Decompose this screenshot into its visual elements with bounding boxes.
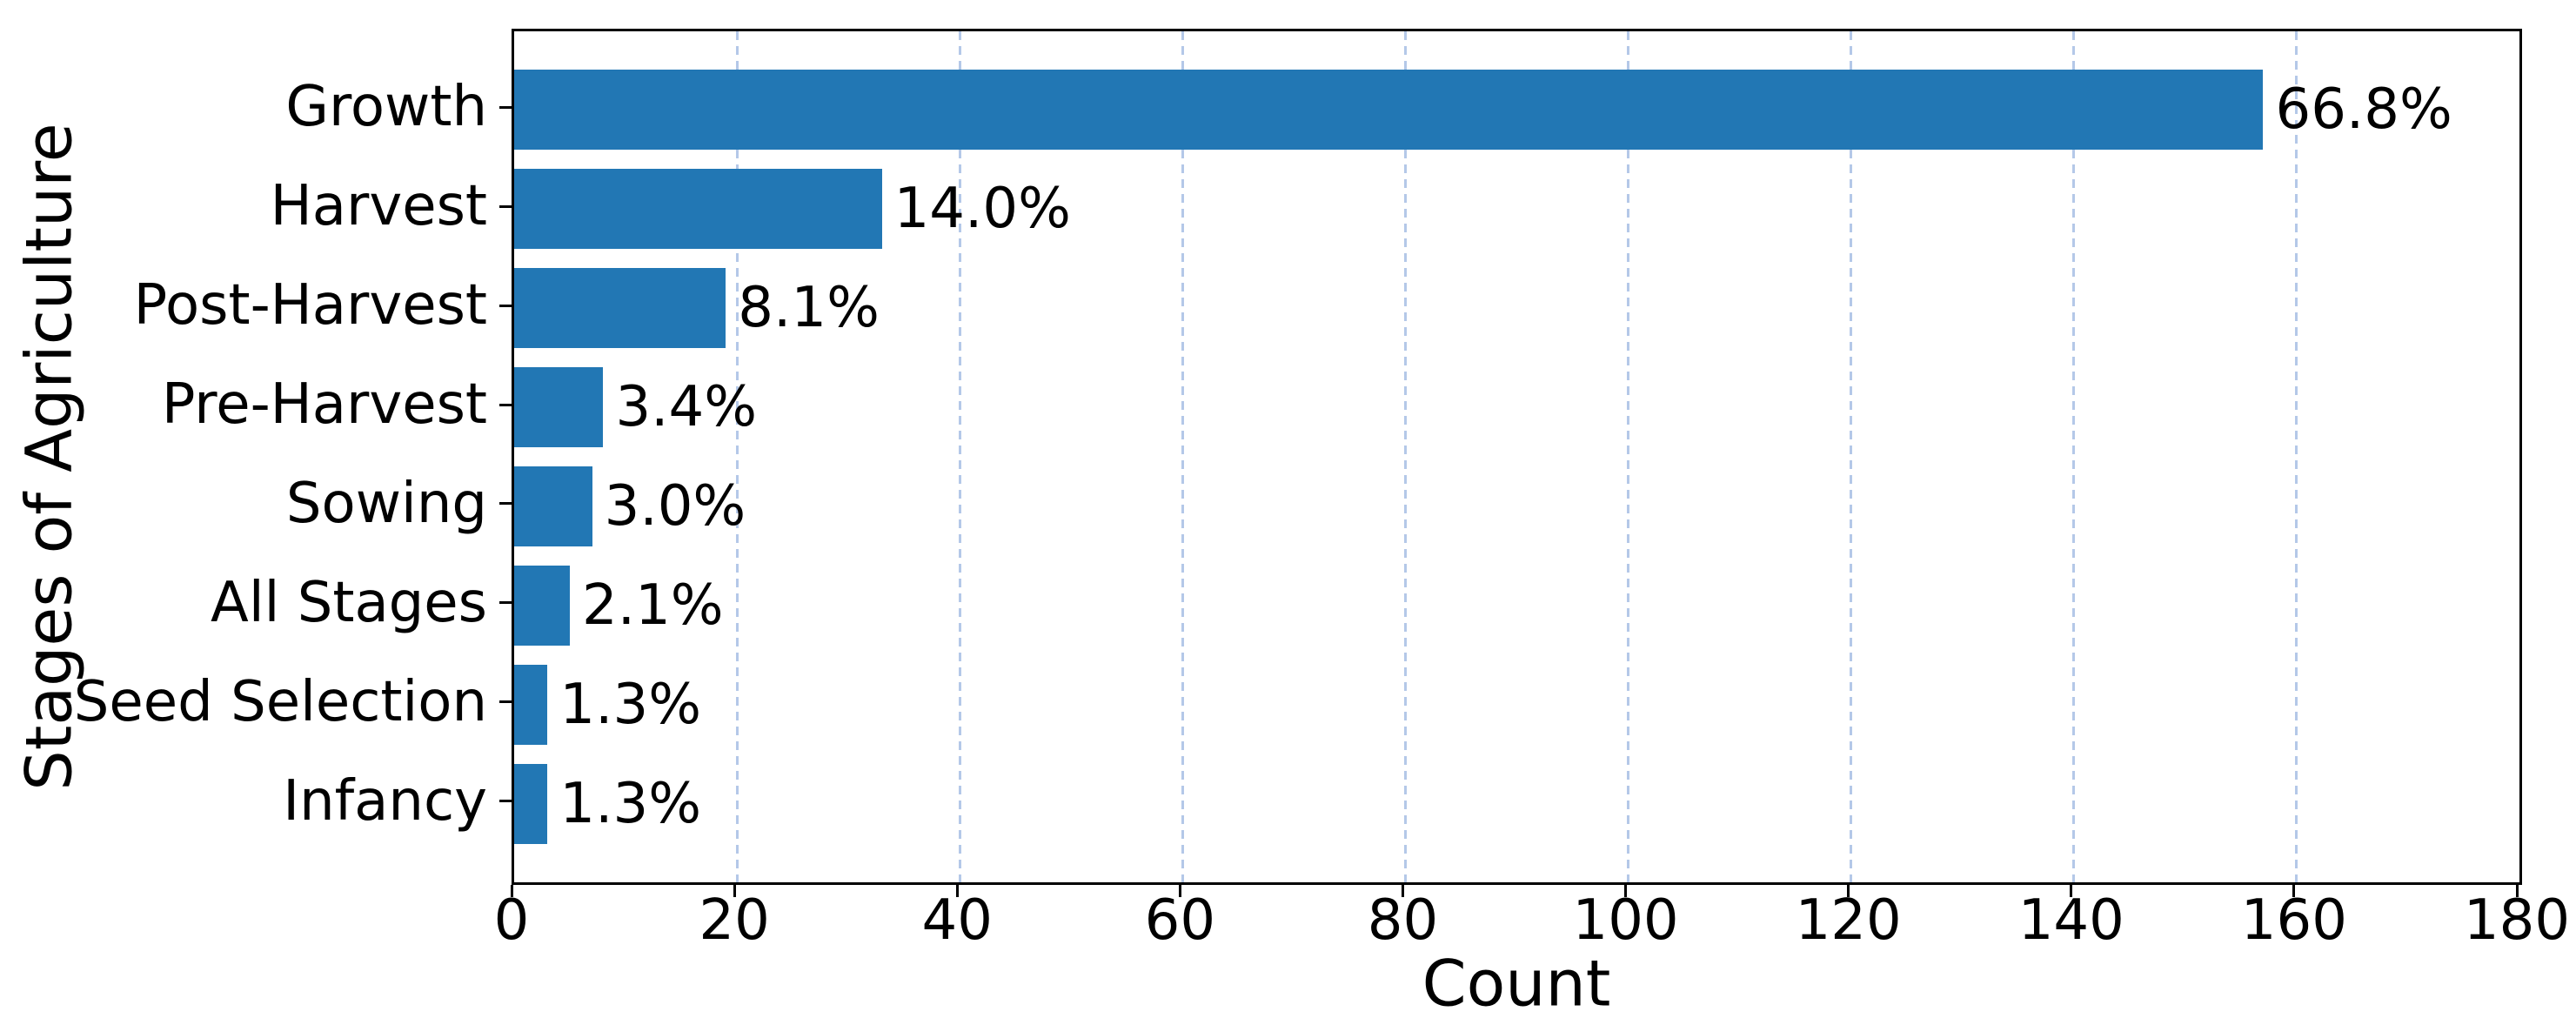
x-tick-label-0: 0 <box>493 888 530 953</box>
bar-growth <box>514 70 2264 150</box>
x-tick-mark-20 <box>733 885 736 897</box>
x-tick-mark-100 <box>1624 885 1628 897</box>
y-tick-label-growth: Growth <box>285 75 487 140</box>
x-tick-mark-60 <box>1178 885 1181 897</box>
y-tick-mark <box>499 601 512 605</box>
gridline-x-120 <box>1850 31 1853 882</box>
bar-value-label: 1.3% <box>559 672 701 737</box>
y-tick-mark <box>499 800 512 803</box>
x-tick-label-40: 40 <box>921 888 993 953</box>
x-tick-mark-0 <box>510 885 513 897</box>
bar-value-label: 66.8% <box>2275 77 2452 143</box>
bar-sowing <box>514 466 592 546</box>
y-tick-label-post-harvest: Post-Harvest <box>133 273 487 338</box>
bar-harvest <box>514 169 882 249</box>
bar-value-label: 3.4% <box>615 375 758 439</box>
x-tick-label-160: 160 <box>2240 888 2347 953</box>
bar-value-label: 2.1% <box>582 573 724 638</box>
y-tick-mark <box>499 502 512 506</box>
y-tick-mark <box>499 700 512 704</box>
gridline-x-140 <box>2072 31 2076 882</box>
y-tick-mark <box>499 105 512 109</box>
gridline-x-100 <box>1627 31 1630 882</box>
x-tick-mark-180 <box>2515 885 2519 897</box>
gridline-x-40 <box>958 31 961 882</box>
x-tick-mark-140 <box>2070 885 2073 897</box>
y-tick-mark <box>499 403 512 406</box>
x-tick-mark-160 <box>2292 885 2296 897</box>
x-tick-label-100: 100 <box>1572 888 1679 953</box>
y-tick-mark <box>499 304 512 307</box>
x-tick-label-20: 20 <box>699 888 770 953</box>
x-tick-label-80: 80 <box>1367 888 1439 953</box>
gridline-x-20 <box>735 31 739 882</box>
y-tick-label-all-stages: All Stages <box>211 570 487 635</box>
x-tick-mark-80 <box>1401 885 1404 897</box>
plot-area: 66.8% 14.0% 8.1% 3.4% 3.0% 2.1% 1.3% 1.3% <box>512 29 2522 885</box>
bar-value-label: 1.3% <box>559 771 701 836</box>
gridline-x-160 <box>2295 31 2298 882</box>
x-tick-label-180: 180 <box>2463 888 2571 953</box>
gridline-x-80 <box>1403 31 1407 882</box>
y-tick-label-seed-selection: Seed Selection <box>73 669 487 734</box>
x-tick-label-60: 60 <box>1144 888 1216 953</box>
y-tick-label-infancy: Infancy <box>283 768 487 834</box>
x-tick-label-140: 140 <box>2017 888 2124 953</box>
gridline-x-60 <box>1181 31 1184 882</box>
bar-value-label: 8.1% <box>738 276 880 341</box>
y-tick-label-pre-harvest: Pre-Harvest <box>161 372 487 437</box>
x-tick-mark-40 <box>955 885 959 897</box>
x-tick-label-120: 120 <box>1795 888 1902 953</box>
bar-value-label: 3.0% <box>604 473 746 539</box>
bar-post-harvest <box>514 268 726 348</box>
bar-infancy <box>514 764 548 844</box>
x-axis-title: Count <box>1422 947 1611 1022</box>
bar-value-label: 14.0% <box>893 177 1071 242</box>
y-tick-mark <box>499 204 512 208</box>
bar-pre-harvest <box>514 367 604 447</box>
y-tick-label-harvest: Harvest <box>270 174 487 239</box>
y-tick-label-sowing: Sowing <box>285 471 487 536</box>
bar-all-stages <box>514 566 571 646</box>
x-tick-mark-120 <box>1847 885 1850 897</box>
bar-seed-selection <box>514 665 548 745</box>
